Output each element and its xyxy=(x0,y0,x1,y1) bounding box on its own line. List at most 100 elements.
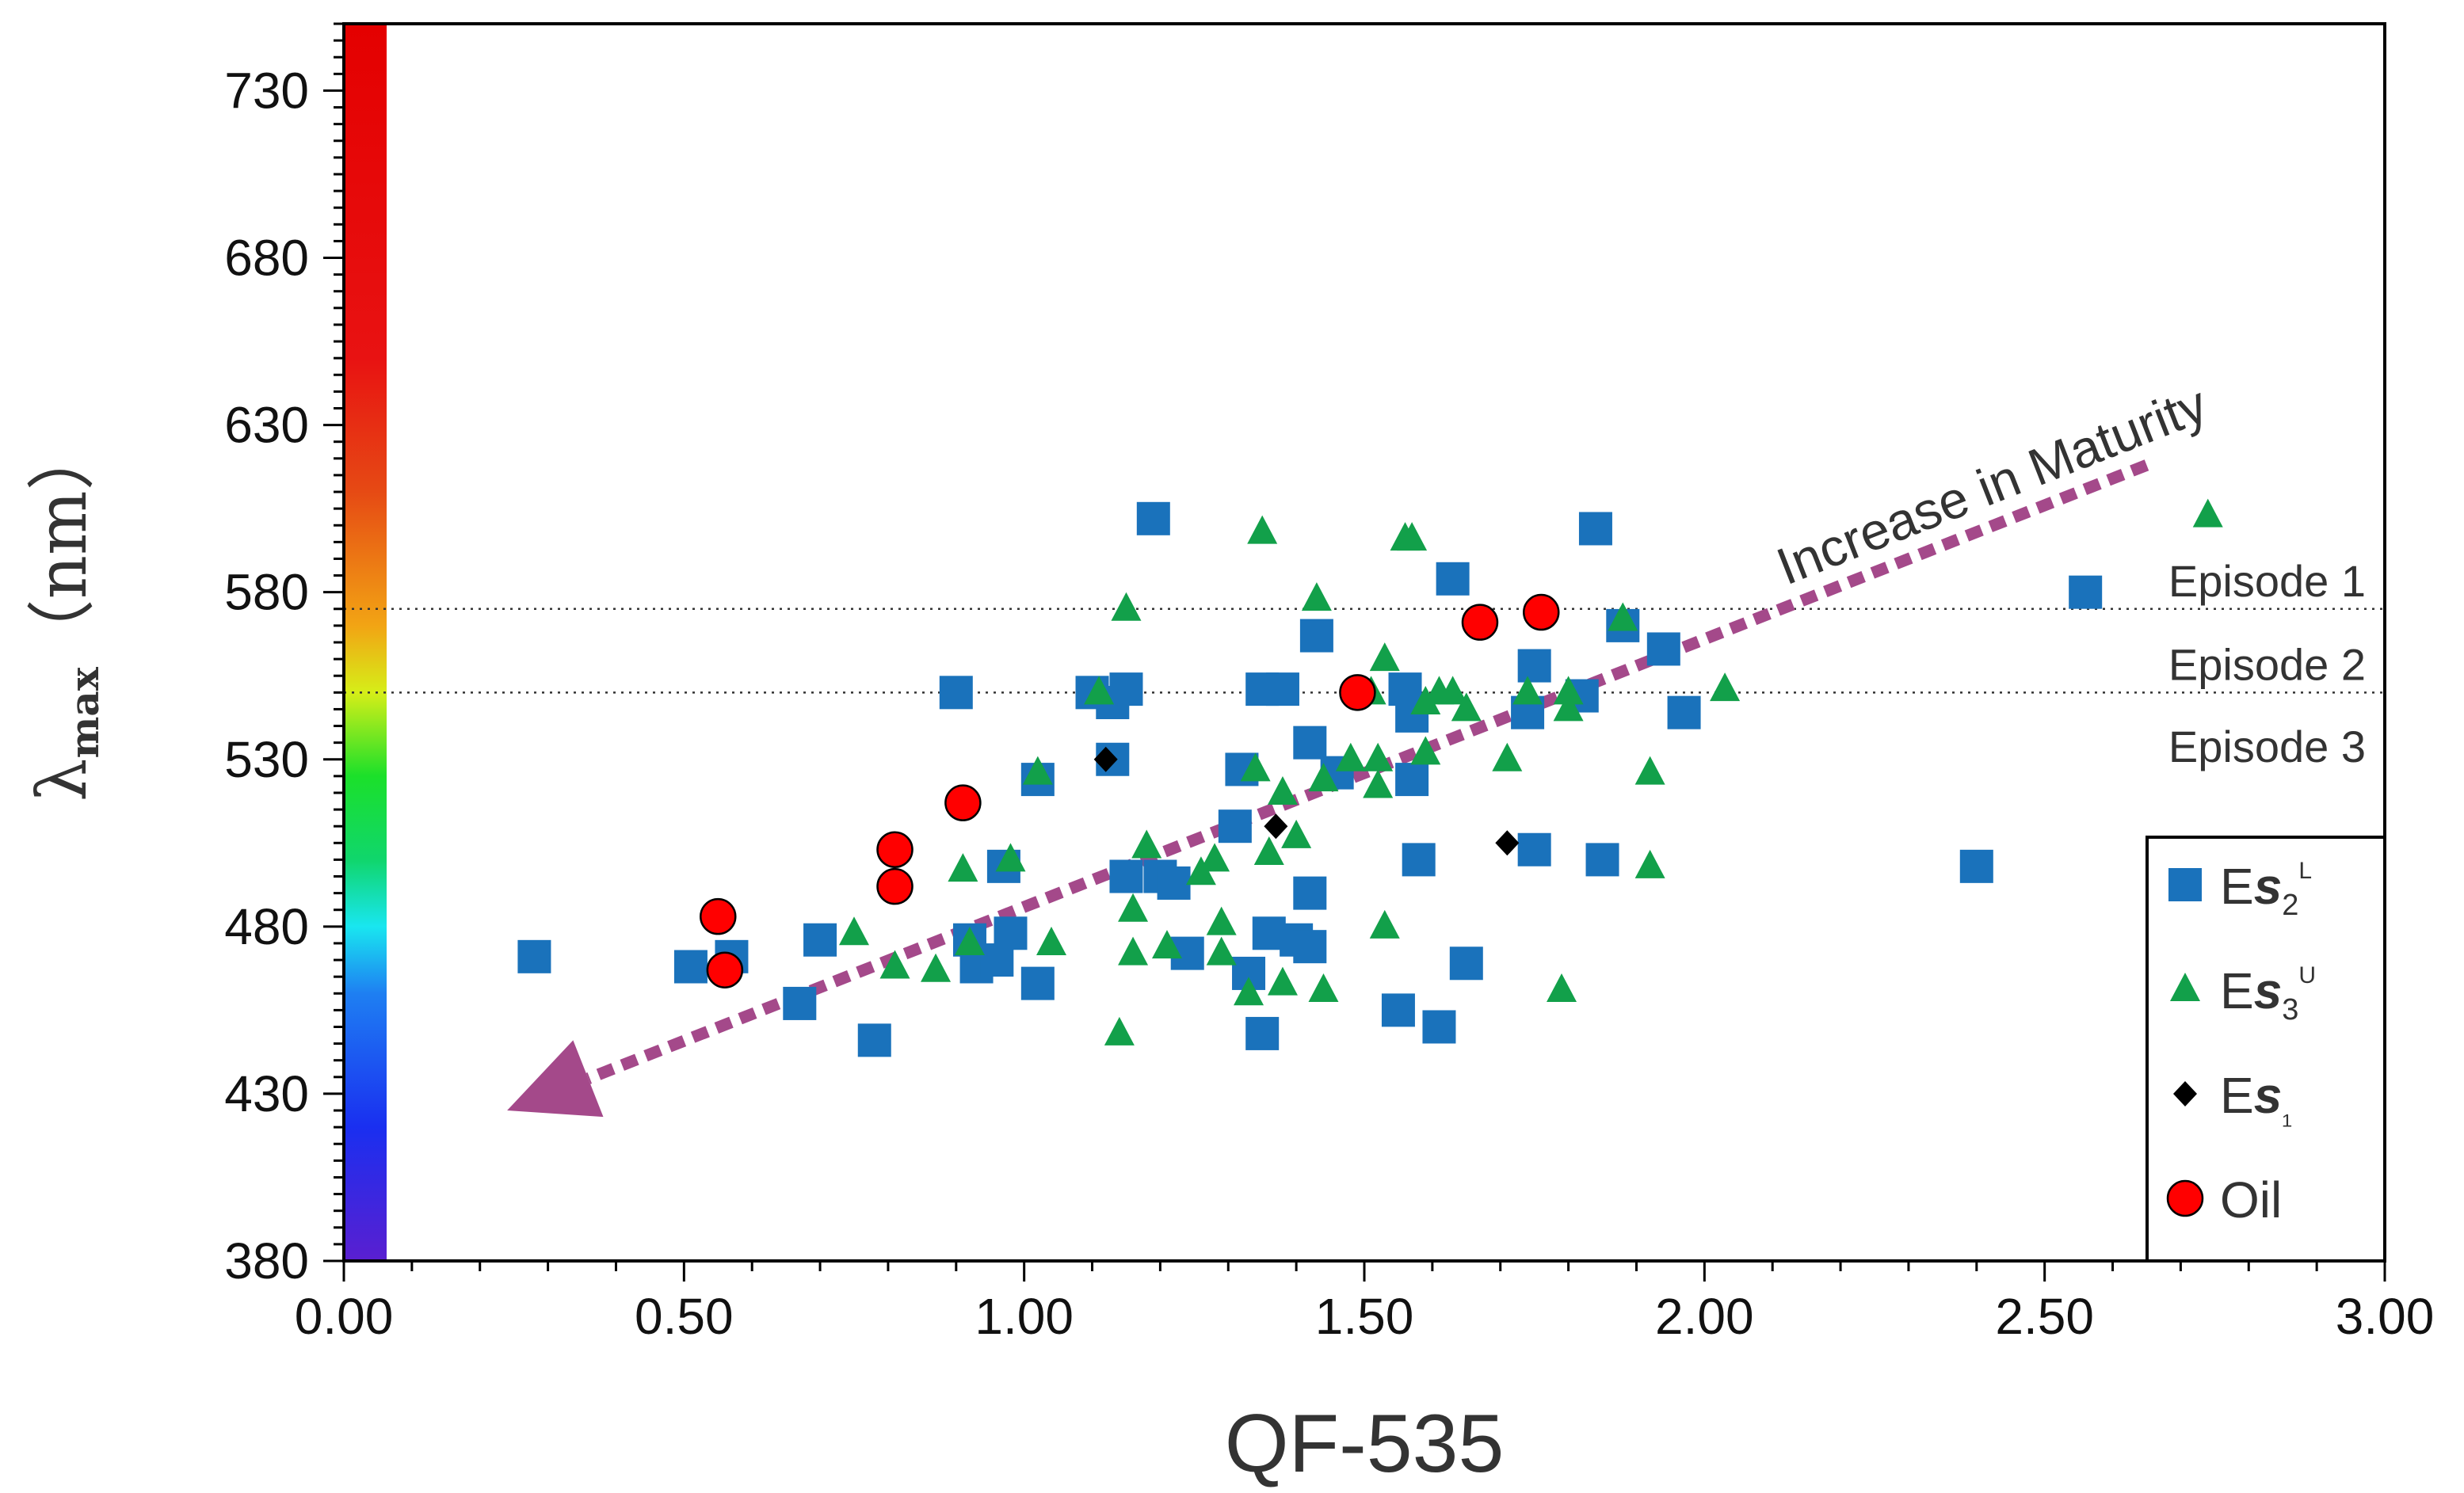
legend-label-es2l: Es2L xyxy=(2220,858,2312,922)
point-es2l-27 xyxy=(1245,1016,1280,1050)
point-es3u-5 xyxy=(954,926,985,955)
point-es2l-50 xyxy=(1585,843,1619,877)
point-es3u-26 xyxy=(1281,819,1312,848)
point-es3u-32 xyxy=(1363,769,1394,798)
y-tick-label: 680 xyxy=(224,230,309,287)
point-es2l-5 xyxy=(803,923,837,957)
point-es2l-19 xyxy=(1109,859,1143,893)
point-es3u-39 xyxy=(1410,685,1441,714)
point-es3u-46 xyxy=(1553,676,1584,705)
point-oil-6 xyxy=(1339,674,1376,711)
point-es3u-25 xyxy=(1267,966,1298,996)
series-es1 xyxy=(1093,746,1520,856)
point-es2l-2 xyxy=(673,950,708,984)
point-es3u-51 xyxy=(1710,672,1741,702)
color-bar xyxy=(344,24,387,1261)
point-es3u-14 xyxy=(1131,829,1162,859)
y-axis-unit: （nm） xyxy=(23,422,102,667)
point-es3u-30 xyxy=(1335,742,1366,771)
legend-label-italic: s xyxy=(2254,858,2283,915)
color-bar-gradient xyxy=(344,24,387,1261)
y-axis-subscript: max xyxy=(61,666,108,758)
point-oil-1 xyxy=(700,897,737,935)
x-tick-label: 3.00 xyxy=(2336,1288,2435,1345)
point-es3u-33 xyxy=(1363,742,1394,771)
point-es1-3 xyxy=(1495,830,1520,856)
y-axis-lambda: λ xyxy=(23,758,102,802)
point-es2l-49 xyxy=(1578,512,1612,546)
point-es2l-7 xyxy=(939,676,973,710)
point-es2l-35 xyxy=(1299,619,1333,653)
x-tick-label: 0.50 xyxy=(635,1288,734,1345)
point-es3u-19 xyxy=(1206,936,1237,965)
point-es2l-42 xyxy=(1422,1010,1456,1044)
point-es2l-13 xyxy=(1020,966,1055,1000)
point-es3u-28 xyxy=(1308,973,1339,1003)
y-tick-label: 430 xyxy=(224,1065,309,1122)
point-es3u-47 xyxy=(1553,692,1584,722)
point-es2l-30 xyxy=(1265,672,1299,707)
point-es2l-22 xyxy=(1157,866,1191,900)
legend-label-italic: s xyxy=(2254,962,2283,1019)
point-es3u-18 xyxy=(1206,906,1237,935)
legend-label-italic: s xyxy=(2254,1067,2283,1124)
point-es3u-17 xyxy=(1200,843,1230,872)
point-es3u-38 xyxy=(1410,736,1441,765)
point-es3u-4 xyxy=(948,853,978,882)
x-tick-label: 2.50 xyxy=(1995,1288,2094,1345)
point-oil-3 xyxy=(876,867,914,905)
point-es3u-45 xyxy=(1547,973,1577,1003)
data-points xyxy=(517,498,2223,1057)
series-es3u xyxy=(839,498,2223,1045)
legend-label-es1: Es₁ xyxy=(2220,1067,2292,1131)
region-label-1: Episode 3 xyxy=(2168,722,2366,771)
point-es2l-4 xyxy=(783,986,817,1020)
point-es3u-50 xyxy=(1634,849,1665,878)
point-es3u-1 xyxy=(839,916,869,946)
point-es3u-11 xyxy=(1111,592,1142,621)
point-es2l-43 xyxy=(1436,562,1470,596)
point-oil-5 xyxy=(944,784,982,821)
point-es3u-15 xyxy=(1151,930,1182,959)
legend-label-sub: 3 xyxy=(2282,993,2298,1026)
plot-frame xyxy=(342,22,2386,1263)
point-es2l-52 xyxy=(1646,632,1680,666)
point-oil-7 xyxy=(1461,604,1499,641)
episode-label-1: Episode 1 xyxy=(2168,556,2366,606)
point-es3u-49 xyxy=(1634,756,1665,785)
point-es3u-6 xyxy=(995,843,1026,872)
x-axis-label: QF-535 xyxy=(1225,1398,1505,1490)
x-tick-label: 1.50 xyxy=(1315,1288,1414,1345)
legend-label-base: E xyxy=(2220,962,2254,1019)
point-es3u-10 xyxy=(1104,1016,1135,1045)
legend-marker-oil xyxy=(2166,1179,2204,1217)
x-tick-label: 2.00 xyxy=(1655,1288,1754,1345)
y-tick-label: 480 xyxy=(224,898,309,955)
point-es3u-12 xyxy=(1118,936,1149,965)
x-tick-label: 1.00 xyxy=(975,1288,1074,1345)
point-es3u-37 xyxy=(1397,522,1428,551)
point-es3u-8 xyxy=(1036,926,1067,955)
point-es2l-6 xyxy=(857,1023,891,1057)
point-es3u-22 xyxy=(1247,515,1278,544)
point-es3u-3 xyxy=(921,953,952,982)
legend-label-base: E xyxy=(2220,858,2254,915)
point-es2l-12 xyxy=(994,916,1028,950)
point-oil-8 xyxy=(1523,593,1560,631)
legend-label-base: E xyxy=(2220,1067,2254,1124)
point-es2l-32 xyxy=(1293,930,1327,964)
point-es3u-41 xyxy=(1437,676,1468,705)
point-es3u-43 xyxy=(1492,742,1523,771)
point-es2l-1 xyxy=(517,939,551,973)
point-es2l-41 xyxy=(1402,843,1436,877)
legend-marker-es3u xyxy=(2170,973,2200,1001)
y-tick-label: 380 xyxy=(224,1232,309,1289)
point-es3u-13 xyxy=(1118,893,1149,922)
point-oil-2 xyxy=(706,951,744,988)
point-oil-4 xyxy=(876,831,914,868)
point-es3u-48 xyxy=(1608,602,1638,631)
point-es3u-44 xyxy=(1512,676,1543,705)
y-tick-label: 580 xyxy=(224,564,309,621)
